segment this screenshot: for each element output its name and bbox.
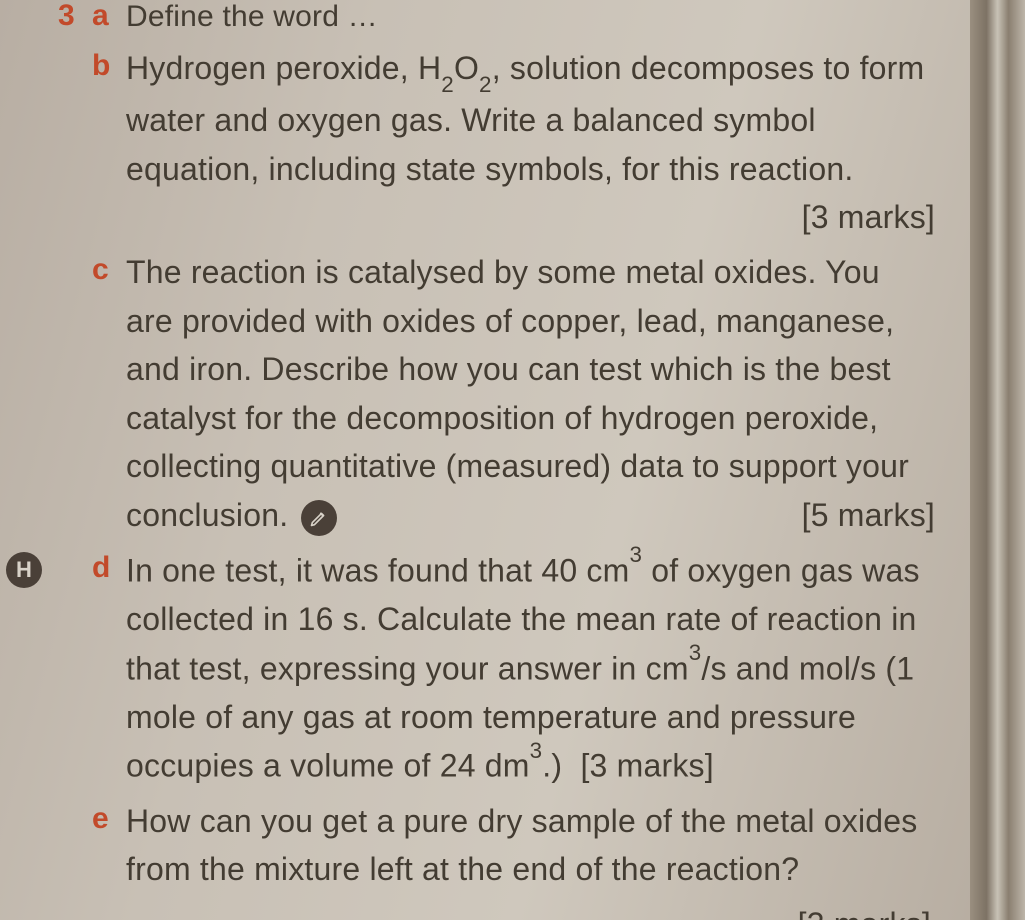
part-e-letter: e <box>92 797 126 840</box>
spacer <box>58 797 92 799</box>
part-e-text: How can you get a pure dry sample of the… <box>126 797 935 894</box>
part-d-marks: [3 marks] <box>580 748 713 784</box>
part-c-letter: c <box>92 248 126 291</box>
d-t4: .) <box>542 748 562 784</box>
part-b-marks: [3 marks] <box>802 193 935 242</box>
part-b-row: b Hydrogen peroxide, H2O2, solution deco… <box>58 44 935 242</box>
d-sup1: 3 <box>629 542 642 567</box>
higher-badge: H <box>6 552 42 588</box>
part-e-row: e How can you get a pure dry sample of t… <box>58 797 935 894</box>
question-3: 3 a Define the word … b Hydrogen peroxid… <box>58 0 935 920</box>
part-d-letter: d <box>92 546 126 589</box>
part-b-letter: b <box>92 44 126 87</box>
pencil-svg <box>309 508 329 528</box>
part-c-row: c The reaction is catalysed by some meta… <box>58 248 935 540</box>
part-c-body: The reaction is catalysed by some metal … <box>126 254 909 533</box>
page-edge-shadow <box>970 0 1025 920</box>
d-sup3: 3 <box>530 738 543 763</box>
part-d-text: In one test, it was found that 40 cm3 of… <box>126 546 935 791</box>
part-e-marks: [3 marks] <box>126 900 935 920</box>
part-e-body: How can you get a pure dry sample of the… <box>126 803 917 888</box>
spacer <box>58 546 92 548</box>
part-a-text: Define the word … <box>126 0 935 40</box>
spacer <box>58 248 92 250</box>
formula-h2o2: H2O2 <box>418 50 492 86</box>
part-b-text: Hydrogen peroxide, H2O2, solution decomp… <box>126 44 935 242</box>
pencil-icon <box>301 500 337 536</box>
part-b-text-1: Hydrogen peroxide, <box>126 50 418 86</box>
part-d-row: H d In one test, it was found that 40 cm… <box>58 546 935 791</box>
part-c-text: The reaction is catalysed by some metal … <box>126 248 935 540</box>
spacer <box>58 44 92 46</box>
part-c-marks: [5 marks] <box>802 491 935 540</box>
part-a-row: 3 a Define the word … <box>58 0 935 40</box>
part-a-letter: a <box>92 0 126 37</box>
part-e-marks-row: [3 marks] <box>58 900 935 920</box>
question-number: 3 <box>58 0 92 37</box>
d-sup2: 3 <box>689 640 702 665</box>
d-t1: In one test, it was found that 40 cm <box>126 552 629 588</box>
